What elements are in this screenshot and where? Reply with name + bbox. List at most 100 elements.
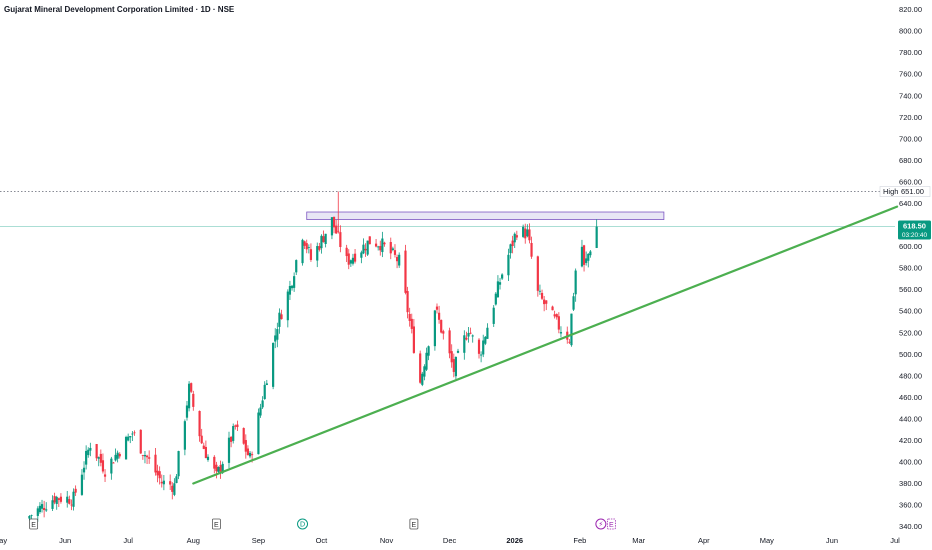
candle-body: [66, 496, 69, 503]
candle-body: [221, 463, 224, 473]
candle: [427, 345, 430, 361]
candle-body: [286, 291, 289, 321]
candle-body: [589, 251, 592, 256]
last-price-tag-box: [898, 220, 931, 240]
candle: [364, 243, 367, 257]
candle: [190, 382, 193, 393]
candle: [265, 379, 268, 386]
candle-body: [435, 306, 439, 310]
candle: [349, 259, 352, 267]
upcoming-earnings-icon[interactable]: E: [606, 518, 616, 530]
event-glyph: E: [609, 522, 614, 529]
x-tick-label: May: [0, 536, 7, 545]
y-tick-label: 800.00: [899, 27, 922, 36]
candle-body: [484, 336, 487, 344]
candle: [339, 225, 342, 253]
y-tick-label: 640.00: [899, 199, 922, 208]
x-tick-label: Feb: [573, 536, 586, 545]
candle: [480, 351, 483, 363]
candle-body: [501, 274, 504, 279]
candle-body: [192, 393, 195, 407]
x-tick-label: Apr: [698, 536, 710, 545]
y-tick-label: 400.00: [899, 458, 922, 467]
candle-body: [246, 448, 250, 456]
candle: [492, 305, 495, 327]
x-tick-label: Mar: [632, 536, 645, 545]
candle: [66, 490, 69, 508]
candle-body: [364, 248, 367, 251]
candle-body: [43, 507, 46, 511]
candle-body: [480, 354, 483, 356]
candle: [160, 474, 163, 488]
event-badge: [409, 518, 419, 530]
candle-body: [175, 476, 178, 484]
candle: [87, 447, 90, 458]
y-tick-label: 540.00: [899, 307, 922, 316]
candle: [324, 233, 327, 248]
candle-body: [351, 257, 355, 264]
candle: [381, 231, 384, 258]
candle-body: [538, 290, 542, 292]
candle-body: [305, 243, 308, 250]
flash-icon[interactable]: ⚡: [595, 518, 607, 530]
candle: [469, 327, 472, 335]
candle: [496, 275, 500, 298]
candle-body: [204, 446, 207, 459]
candle-body: [215, 464, 218, 472]
x-tick-label: Oct: [316, 536, 329, 545]
candle-body: [114, 454, 117, 461]
y-tick-label: 500.00: [899, 350, 922, 359]
candle-body: [526, 229, 529, 237]
candle: [452, 353, 455, 378]
candle-body: [148, 457, 151, 459]
candle-body: [187, 383, 191, 409]
candle: [318, 242, 321, 252]
x-tick-label: May: [760, 536, 774, 545]
candle: [101, 453, 105, 474]
candle: [99, 449, 102, 467]
resistance-zone: [306, 211, 665, 220]
candle-body: [543, 299, 546, 305]
candle: [360, 250, 363, 264]
earnings-icon[interactable]: E: [211, 518, 221, 530]
candle-body: [507, 254, 510, 276]
y-tick-label: 720.00: [899, 113, 922, 122]
candle: [198, 410, 201, 442]
candle: [301, 238, 304, 266]
candle: [143, 450, 147, 464]
candle: [124, 435, 128, 460]
candle-body: [425, 352, 428, 370]
y-tick-label: 340.00: [899, 522, 922, 531]
candle-body: [511, 240, 514, 247]
candle-body: [427, 346, 430, 356]
candle-body: [133, 432, 136, 434]
candle-body: [217, 466, 220, 472]
candle: [572, 292, 575, 312]
candle-body: [36, 508, 39, 516]
candle-body: [112, 462, 115, 464]
candle: [419, 350, 422, 384]
event-icons: E E D E ⚡ E: [29, 518, 616, 530]
candle-body: [227, 437, 231, 463]
candle-body: [124, 436, 128, 460]
candle-body: [131, 433, 134, 435]
candle-body: [482, 340, 485, 355]
candle: [246, 445, 250, 456]
dividend-icon[interactable]: D: [297, 518, 309, 530]
candle: [379, 240, 382, 256]
candle-body: [103, 474, 107, 477]
y-tick-label: 560.00: [899, 285, 922, 294]
candle: [200, 428, 203, 445]
candle: [95, 443, 98, 461]
candle-body: [139, 429, 142, 454]
candle-body: [57, 498, 60, 500]
candle: [145, 454, 149, 465]
earnings-icon[interactable]: E: [29, 518, 39, 530]
candle-body: [423, 366, 426, 377]
candle: [139, 429, 142, 454]
earnings-icon[interactable]: E: [409, 518, 419, 530]
last-price-tag: 618.50 03:20:40: [898, 220, 931, 240]
candle: [421, 371, 424, 387]
candle-body: [190, 383, 193, 392]
